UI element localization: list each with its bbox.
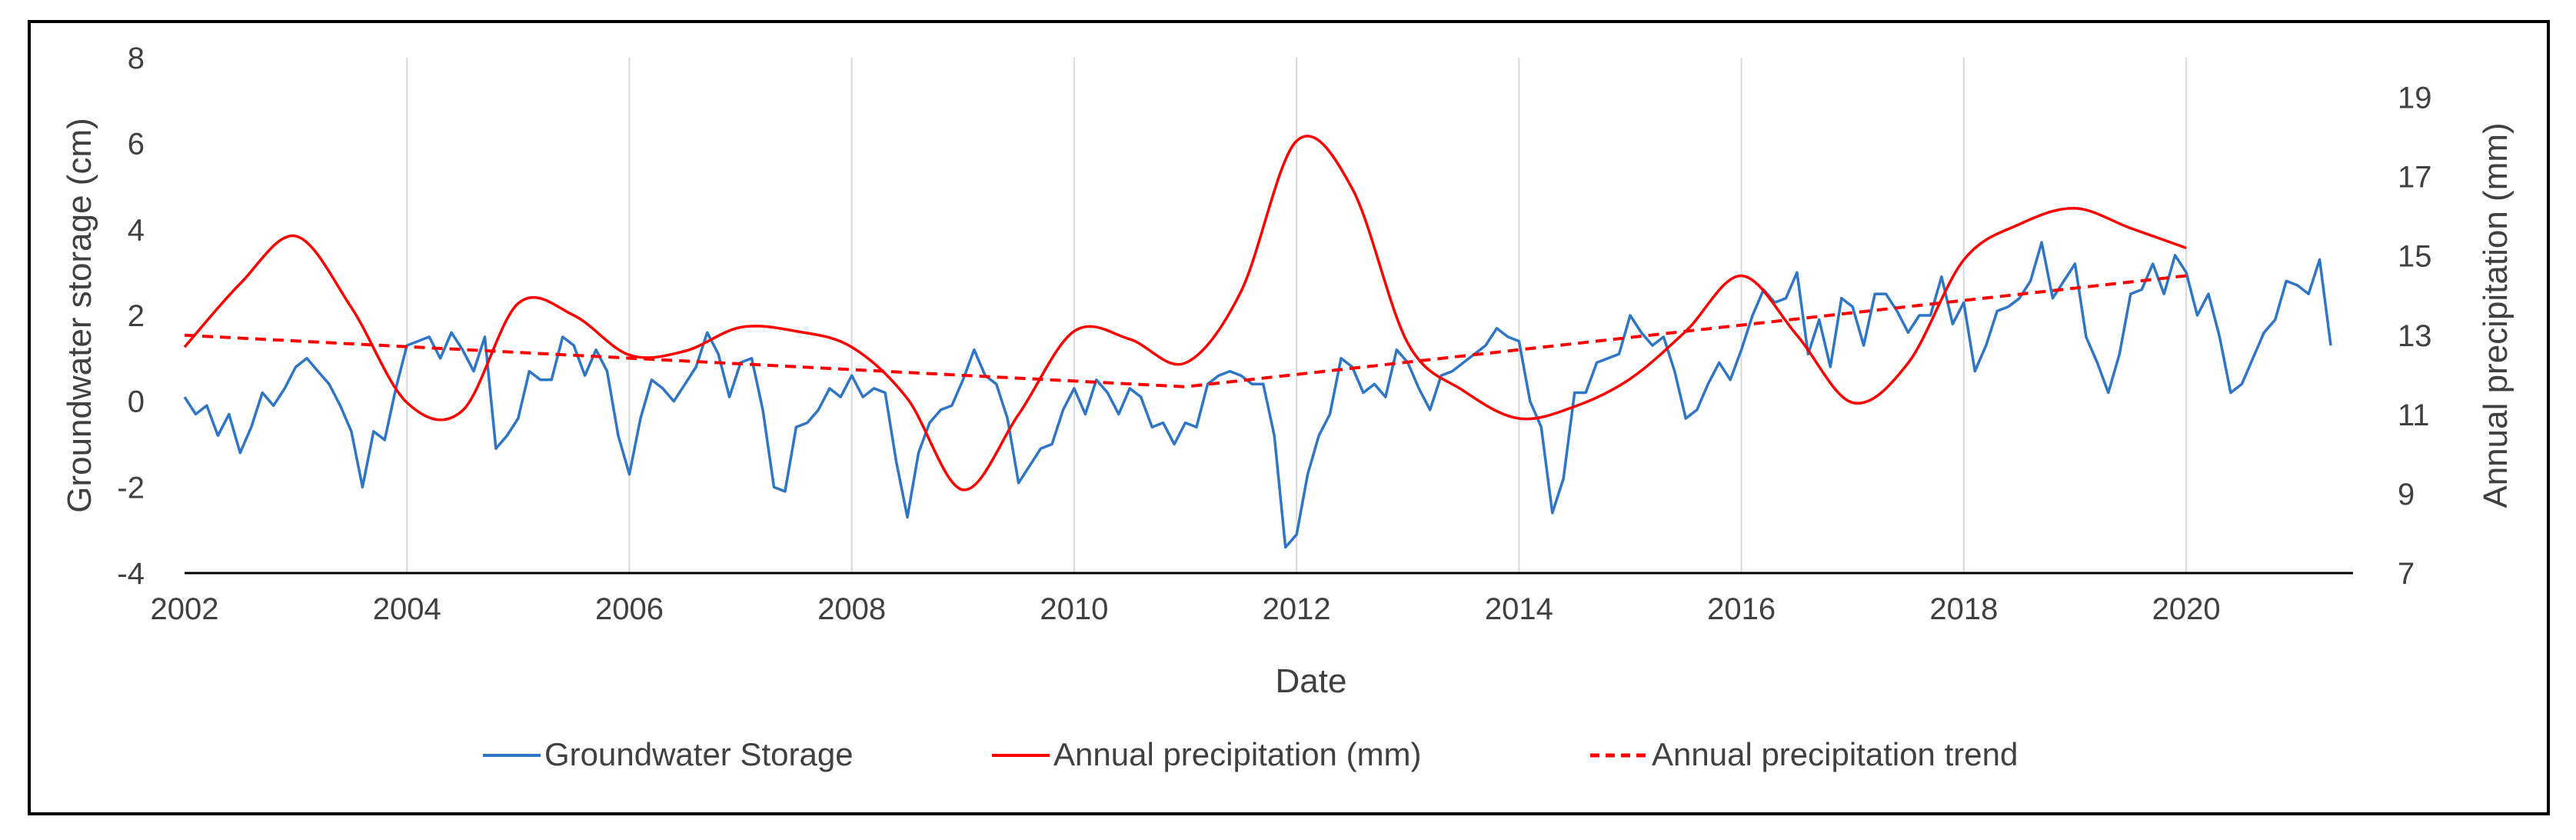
x-tick-label: 2008	[817, 592, 886, 626]
x-tick-label: 2020	[2152, 592, 2221, 626]
y-tick-label: 6	[128, 128, 145, 162]
legend-label: Annual precipitation (mm)	[1053, 736, 1422, 772]
y-tick-label: 2	[128, 299, 145, 333]
legend-item-annual-precipitation: Annual precipitation (mm)	[992, 736, 1422, 772]
y-tick-label: -2	[117, 471, 145, 505]
y2-tick-label: 15	[2398, 240, 2432, 274]
chart-frame	[28, 20, 2550, 815]
y2-tick-label: 11	[2398, 398, 2430, 432]
y2-tick-label: 19	[2398, 82, 2432, 115]
legend: Groundwater Storage Annual precipitation …	[483, 736, 2018, 772]
legend-label: Groundwater Storage	[544, 736, 854, 772]
y2-tick-label: 7	[2398, 557, 2415, 591]
x-tick-label: 2014	[1485, 592, 1553, 626]
legend-label: Annual precipitation trend	[1652, 736, 2018, 772]
legend-item-groundwater-storage: Groundwater Storage	[483, 736, 854, 772]
series-layer	[183, 135, 2332, 549]
y2-tick-label: 13	[2398, 319, 2432, 353]
x-tick-label: 2006	[595, 592, 664, 626]
y2-tick-label: 9	[2398, 478, 2415, 512]
y-tick-label: -4	[117, 557, 145, 591]
x-tick-label: 2004	[373, 592, 441, 626]
y2-axis-title: Annual precipitation (mm)	[2477, 122, 2514, 508]
x-tick-label: 2010	[1040, 592, 1108, 626]
x-tick-label: 2002	[151, 592, 219, 626]
y-tick-label: 8	[128, 42, 145, 75]
x-tick-label: 2016	[1707, 592, 1776, 626]
x-axis-title: Date	[1276, 662, 1347, 700]
legend-item-precipitation-trend: Annual precipitation trend	[1590, 736, 2018, 772]
grid-layer	[406, 58, 2188, 573]
y-tick-label: 0	[128, 385, 145, 419]
y-axis-title: Groundwater storage (cm)	[61, 118, 98, 513]
y2-tick-label: 17	[2398, 161, 2432, 195]
axis-layer: 2002 2004 2006 2008 2010 2012 2014 2016 2018 2020…	[61, 42, 2514, 700]
x-tick-label: 2012	[1263, 592, 1331, 626]
y-tick-label: 4	[128, 213, 145, 247]
series-groundwater-storage	[183, 241, 2332, 549]
x-tick-label: 2018	[1929, 592, 1998, 626]
series-annual-precipitation	[183, 135, 2187, 492]
